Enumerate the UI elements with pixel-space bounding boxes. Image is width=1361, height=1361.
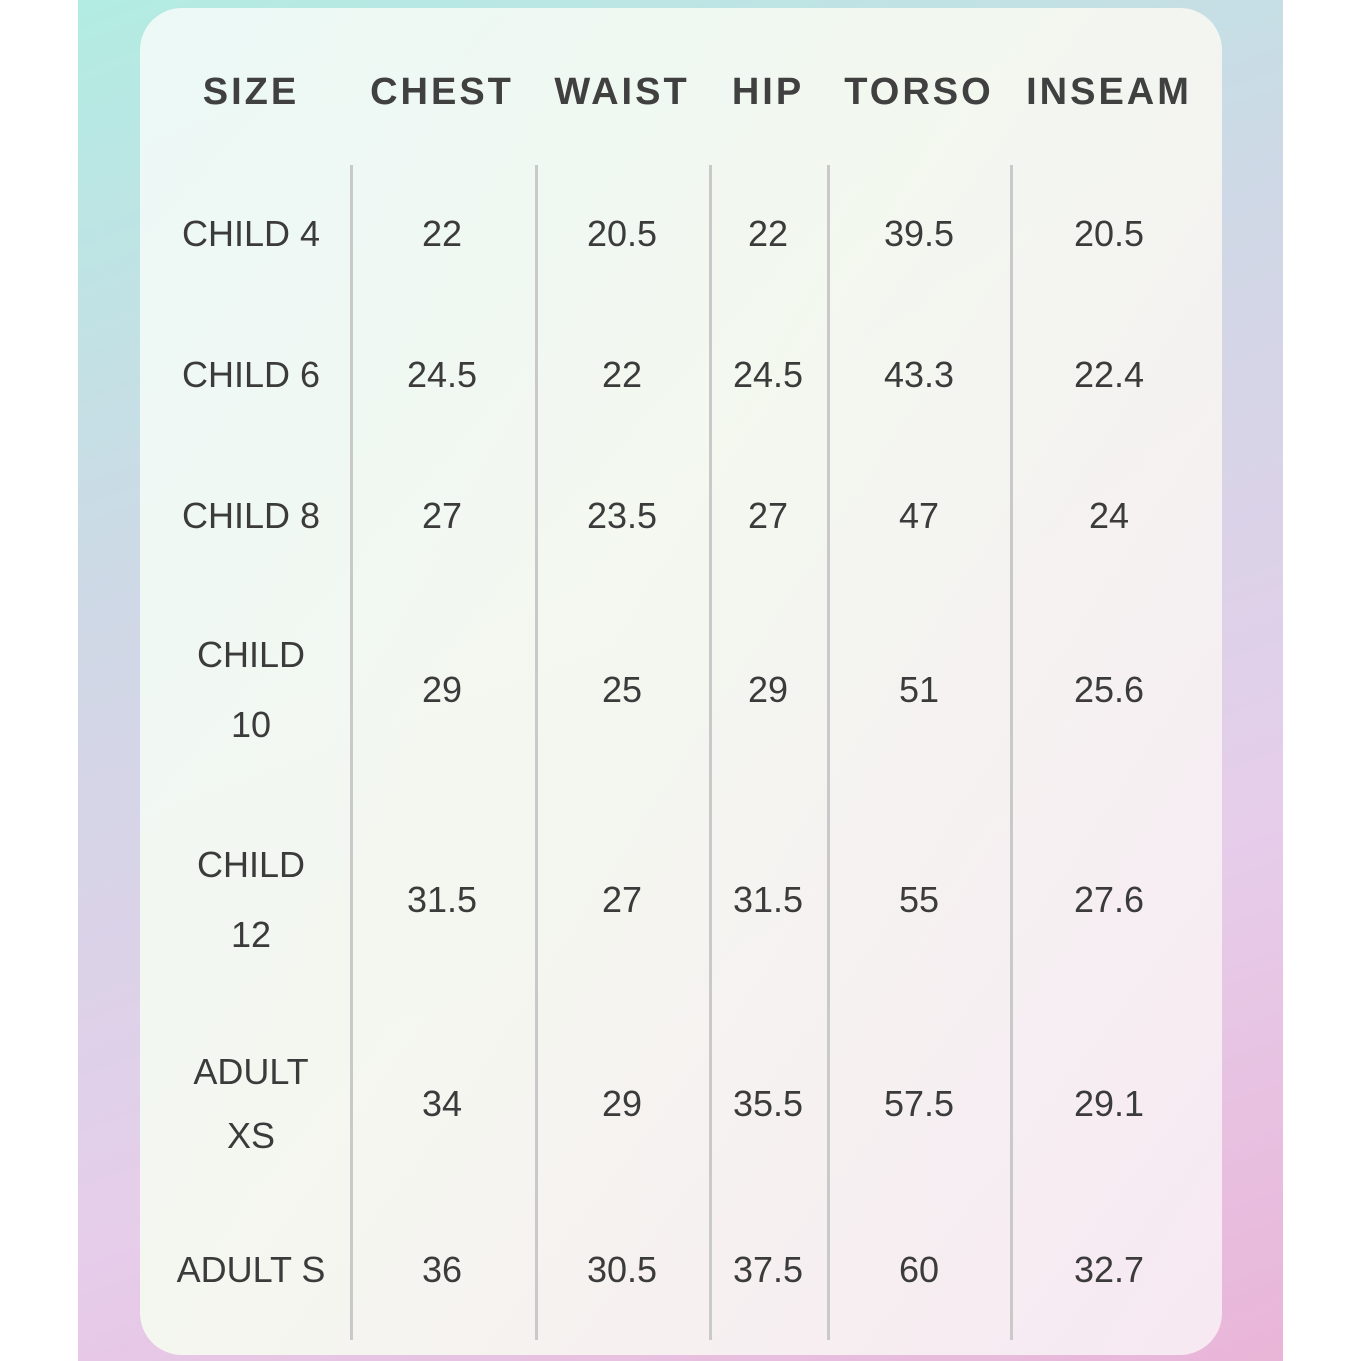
measurement: 43.3 bbox=[883, 354, 955, 395]
measurement: 30.5 bbox=[586, 1249, 658, 1290]
measurement: 27 bbox=[421, 495, 463, 536]
measurement: 22 bbox=[747, 213, 789, 254]
size-label: CHILD 8 bbox=[181, 495, 321, 536]
size-label: ADULT XS bbox=[193, 1051, 309, 1156]
measurement: 22.4 bbox=[1073, 354, 1145, 395]
measurement: 27 bbox=[601, 879, 643, 920]
column-divider bbox=[709, 165, 712, 1340]
measurement: 55 bbox=[898, 879, 940, 920]
measurement: 31.5 bbox=[406, 879, 478, 920]
size-label: CHILD 4 bbox=[181, 213, 321, 254]
measurement: 27 bbox=[747, 495, 789, 536]
measurement: 29 bbox=[601, 1083, 643, 1124]
measurement: 39.5 bbox=[883, 213, 955, 254]
measurement: 34 bbox=[421, 1083, 463, 1124]
measurement: 29.1 bbox=[1073, 1083, 1145, 1124]
column-divider bbox=[535, 165, 538, 1340]
measurement: 31.5 bbox=[732, 879, 804, 920]
column-header: SIZE bbox=[202, 71, 300, 113]
measurement: 25.6 bbox=[1073, 669, 1145, 710]
measurement: 36 bbox=[421, 1249, 463, 1290]
measurement: 20.5 bbox=[1073, 213, 1145, 254]
column-divider bbox=[1010, 165, 1013, 1340]
measurement: 27.6 bbox=[1073, 879, 1145, 920]
measurement: 23.5 bbox=[586, 495, 658, 536]
measurement: 29 bbox=[747, 669, 789, 710]
measurement: 47 bbox=[898, 495, 940, 536]
column-header: INSEAM bbox=[1026, 71, 1192, 113]
column-divider bbox=[350, 165, 353, 1340]
measurement: 37.5 bbox=[732, 1249, 804, 1290]
column-divider bbox=[827, 165, 830, 1340]
column-header: WAIST bbox=[554, 71, 690, 113]
column-header: CHEST bbox=[370, 71, 514, 113]
measurement: 24.5 bbox=[732, 354, 804, 395]
measurement: 35.5 bbox=[732, 1083, 804, 1124]
measurement: 20.5 bbox=[586, 213, 658, 254]
measurement: 22 bbox=[601, 354, 643, 395]
measurement: 24 bbox=[1088, 495, 1130, 536]
measurement: 25 bbox=[601, 669, 643, 710]
measurement: 32.7 bbox=[1073, 1249, 1145, 1290]
measurement: 24.5 bbox=[406, 354, 478, 395]
measurement: 29 bbox=[421, 669, 463, 710]
size-label: CHILD 6 bbox=[181, 354, 321, 395]
size-chart-card bbox=[140, 8, 1222, 1355]
size-label: ADULT S bbox=[176, 1249, 326, 1290]
size-label: CHILD 12 bbox=[196, 844, 306, 955]
column-header: HIP bbox=[731, 71, 805, 113]
size-label: CHILD 10 bbox=[196, 634, 306, 745]
measurement: 51 bbox=[898, 669, 940, 710]
column-header: TORSO bbox=[844, 71, 994, 113]
measurement: 57.5 bbox=[883, 1083, 955, 1124]
measurement: 60 bbox=[898, 1249, 940, 1290]
measurement: 22 bbox=[421, 213, 463, 254]
